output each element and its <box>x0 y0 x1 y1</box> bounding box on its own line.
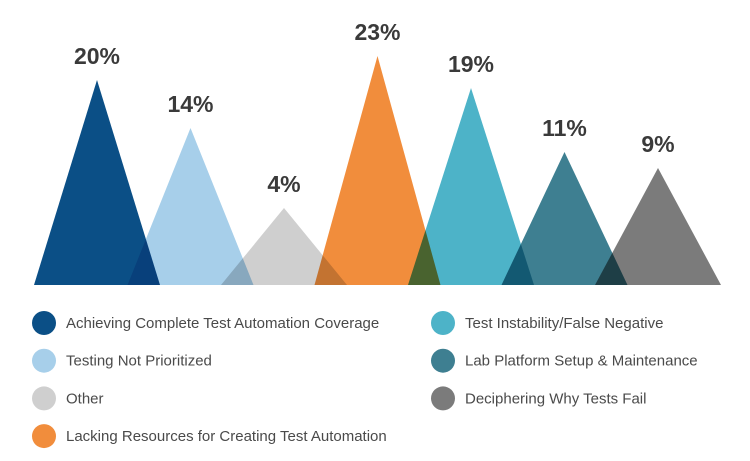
legend-swatch <box>32 311 56 335</box>
value-label: 11% <box>542 115 587 141</box>
triangle <box>34 80 160 285</box>
triangle <box>408 88 534 285</box>
legend-label: Test Instability/False Negative <box>465 315 663 332</box>
value-label: 4% <box>267 171 300 197</box>
triangle <box>314 56 441 285</box>
triangle <box>595 168 721 285</box>
plot <box>34 56 721 285</box>
triangle <box>501 152 628 285</box>
legend-swatch <box>32 424 56 449</box>
value-label: 20% <box>74 43 120 69</box>
legend-swatch <box>32 386 56 411</box>
legend-swatch <box>32 348 56 373</box>
legend-label: Deciphering Why Tests Fail <box>465 390 646 407</box>
legend-label: Lacking Resources for Creating Test Auto… <box>66 428 387 445</box>
value-label: 14% <box>167 91 213 117</box>
legend-label: Testing Not Prioritized <box>66 353 212 370</box>
legend-swatch <box>431 348 455 373</box>
triangle <box>127 128 254 285</box>
legend-swatch <box>431 386 455 411</box>
legend-label: Lab Platform Setup & Maintenance <box>465 353 698 370</box>
legend-label: Other <box>66 390 104 407</box>
value-label: 23% <box>354 19 400 45</box>
legend-swatch <box>431 311 455 335</box>
value-label: 19% <box>448 51 494 77</box>
legend-label: Achieving Complete Test Automation Cover… <box>66 315 379 332</box>
value-label: 9% <box>641 131 674 157</box>
triangle <box>221 208 347 285</box>
